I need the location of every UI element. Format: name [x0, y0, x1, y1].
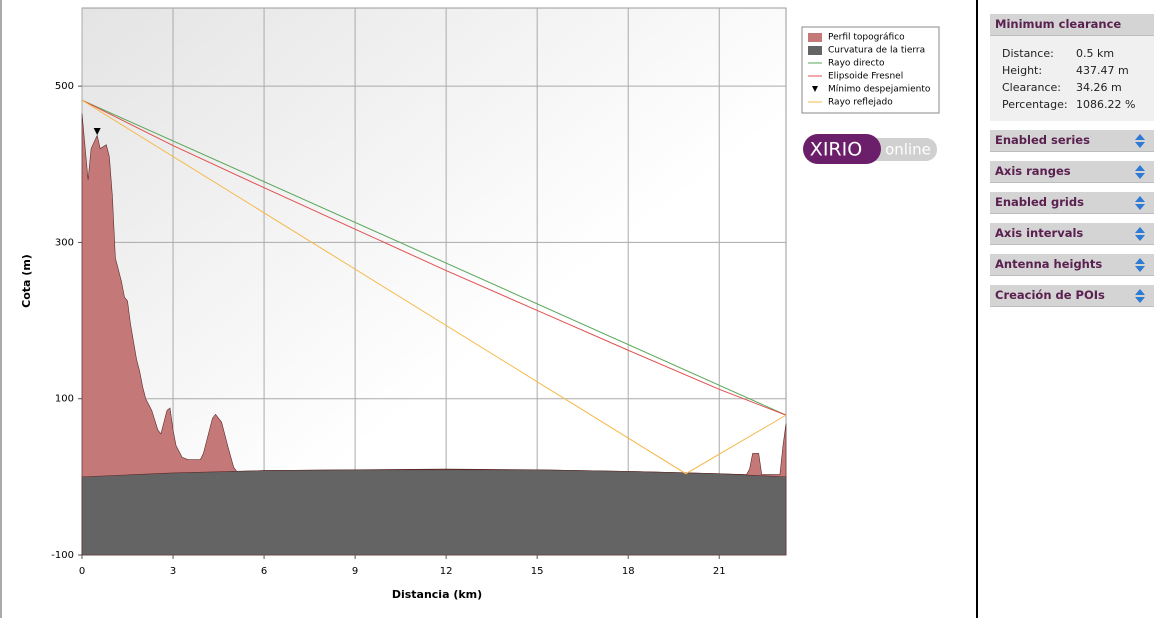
legend-swatch — [808, 46, 822, 55]
section-header[interactable]: Antenna heights — [990, 254, 1154, 276]
info-key: Height: — [1002, 64, 1043, 77]
info-row: Percentage: 1086.22 % — [1002, 96, 1154, 113]
section-title: Creación de POIs — [995, 288, 1105, 302]
info-row: Distance: 0.5 km — [1002, 45, 1154, 62]
y-tick-label: 300 — [55, 237, 74, 248]
legend-label: Elipsoide Fresnel — [828, 72, 903, 82]
info-value: 0.5 km — [1076, 47, 1115, 60]
line-series — [81, 99, 787, 475]
toggle-icon[interactable] — [1134, 164, 1146, 180]
legend-label: Rayo reflejado — [828, 98, 893, 108]
section-title: Enabled series — [995, 133, 1090, 147]
sections: Enabled series Axis ranges Enabled grids Ax… — [990, 130, 1154, 307]
chart: 0 3 6 9 12 15 18 21 -100 100 300 500 Distancia (km)… — [0, 0, 978, 618]
section-title: Enabled grids — [995, 195, 1084, 209]
section-header[interactable]: Enabled grids — [990, 192, 1154, 214]
info-key: Clearance: — [1002, 81, 1062, 94]
arrow — [1135, 165, 1145, 179]
line-series — [81, 99, 787, 416]
panel-header[interactable]: Minimum clearance — [990, 14, 1154, 36]
area-series — [81, 469, 787, 556]
logo-pill — [803, 134, 881, 164]
x-tick-label: 18 — [622, 566, 635, 577]
arrow — [1135, 227, 1145, 241]
side-panel: Minimum clearance Distance: 0.5 km Height:… — [990, 14, 1154, 307]
clearance-body: Distance: 0.5 km Height: 437.47 m Clearance:… — [990, 36, 1154, 121]
arrow — [1135, 289, 1145, 303]
legend-swatch — [808, 33, 822, 42]
legend-label: Perfil topográfico — [828, 33, 905, 43]
legend-swatch — [812, 86, 818, 92]
logo-suffix: online — [885, 141, 931, 159]
marker — [93, 127, 101, 135]
toggle-icon[interactable] — [1134, 226, 1146, 242]
x-tick-label: 3 — [170, 566, 176, 577]
arrow — [1135, 258, 1145, 272]
y-tick-label: 100 — [55, 394, 74, 405]
arrow — [1135, 134, 1145, 148]
x-tick-label: 21 — [713, 566, 726, 577]
section-title: Axis intervals — [995, 226, 1084, 240]
section-header[interactable]: Axis ranges — [990, 161, 1154, 183]
y-axis-title: Cota (m) — [20, 254, 33, 308]
legend-label: Rayo directo — [828, 59, 885, 69]
y-tick-label: 500 — [55, 81, 74, 92]
info-key: Percentage: — [1002, 98, 1068, 111]
x-tick-label: 15 — [531, 566, 544, 577]
info-value: 1086.22 % — [1076, 98, 1136, 111]
y-tick-label: -100 — [51, 550, 74, 561]
legend-label: Mínimo despejamiento — [828, 85, 931, 95]
section-header[interactable]: Enabled series — [990, 130, 1154, 152]
toggle-icon[interactable] — [1134, 288, 1146, 304]
info-value: 437.47 m — [1076, 64, 1129, 77]
logo-brand: XIRIO — [810, 139, 862, 161]
section-header[interactable]: Axis intervals — [990, 223, 1154, 245]
toggle-icon[interactable] — [1134, 133, 1146, 149]
info-value: 34.26 m — [1076, 81, 1122, 94]
x-tick-label: 6 — [261, 566, 267, 577]
section-header[interactable]: Creación de POIs — [990, 285, 1154, 307]
toggle-icon[interactable] — [1134, 257, 1146, 273]
info-key: Distance: — [1002, 47, 1054, 60]
legend-box — [801, 26, 940, 114]
section-title: Antenna heights — [995, 257, 1103, 271]
info-row: Height: 437.47 m — [1002, 62, 1154, 79]
toggle-icon[interactable] — [1134, 195, 1146, 211]
section-title: Axis ranges — [995, 164, 1071, 178]
x-tick-label: 12 — [440, 566, 453, 577]
legend-label: Curvatura de la tierra — [828, 46, 925, 56]
x-tick-label: 9 — [352, 566, 358, 577]
x-axis-title: Distancia (km) — [392, 588, 482, 601]
line-series — [81, 99, 787, 416]
x-tick-label: 0 — [79, 566, 85, 577]
logo: XIRIO online — [803, 134, 937, 164]
arrow — [1135, 196, 1145, 210]
info-row: Clearance: 34.26 m — [1002, 79, 1154, 96]
